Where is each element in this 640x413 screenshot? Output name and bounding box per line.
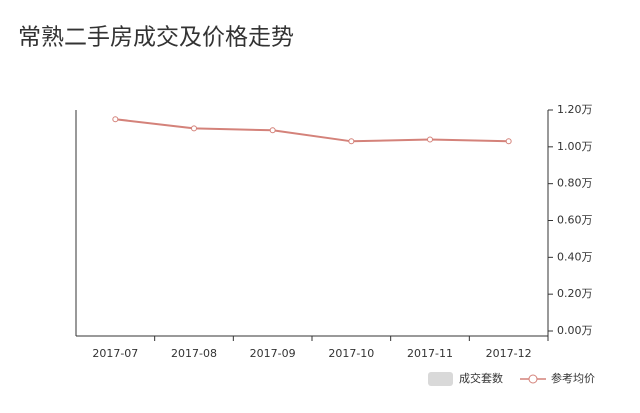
point xyxy=(505,138,512,145)
point xyxy=(348,138,355,145)
x-tick-label: 2017-10 xyxy=(328,347,374,360)
y2-tick-label: 0.20万 xyxy=(557,287,593,300)
x-tick-label: 2017-08 xyxy=(171,347,217,360)
chart-title: 常熟二手房成交及价格走势 xyxy=(18,25,294,51)
x-tick-label: 2017-07 xyxy=(92,347,138,360)
y2-tick-label: 1.00万 xyxy=(557,140,593,153)
legend-label: 参考均价 xyxy=(551,371,595,385)
x-tick-label: 2017-09 xyxy=(250,347,296,360)
x-tick-label: 2017-11 xyxy=(407,347,453,360)
y2-tick-label: 0.80万 xyxy=(557,177,593,190)
y2-tick-label: 0.00万 xyxy=(557,324,593,337)
y2-tick-label: 0.40万 xyxy=(557,250,593,263)
legend-label: 成交套数 xyxy=(459,371,503,385)
point xyxy=(269,127,276,134)
legend-swatch xyxy=(428,372,453,386)
legend-marker xyxy=(528,374,538,384)
point xyxy=(191,125,197,132)
y2-tick-label: 1.20万 xyxy=(557,103,593,116)
line xyxy=(115,118,509,143)
y2-tick-label: 0.60万 xyxy=(557,214,593,227)
x-tick-label: 2017-12 xyxy=(486,347,532,360)
point xyxy=(427,136,433,143)
point xyxy=(112,116,119,123)
